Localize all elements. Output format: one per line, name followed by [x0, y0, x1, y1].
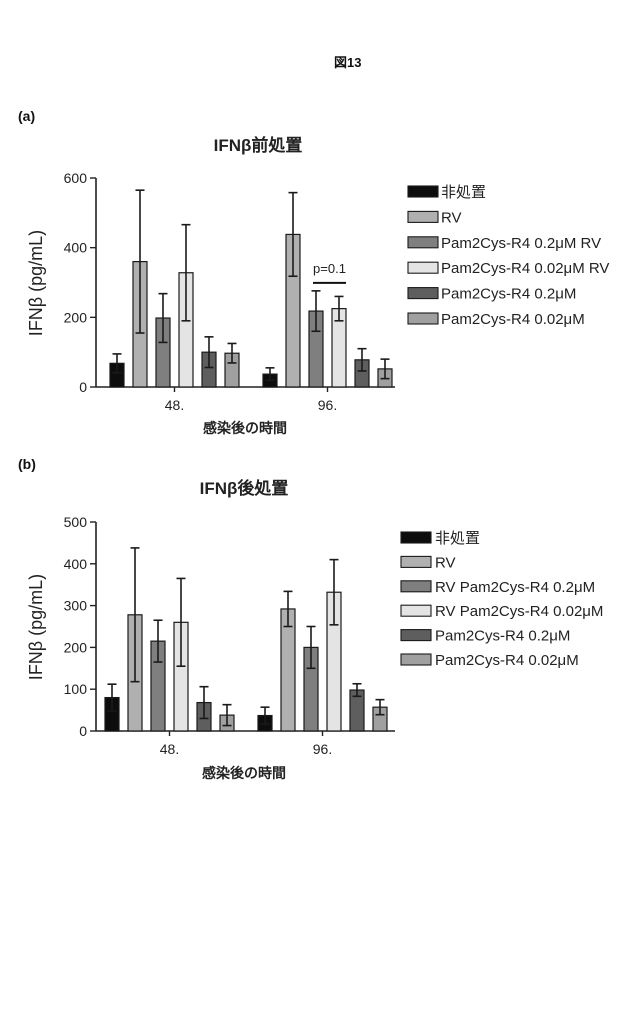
chart-title: IFNβ前処置 — [214, 135, 303, 155]
legend-label-0: 非処置 — [435, 530, 480, 547]
legend-label-5: Pam2Cys-R4 0.02μM — [441, 311, 585, 328]
y-tick-label: 300 — [64, 598, 88, 614]
legend-label-3: RV Pam2Cys-R4 0.02μM — [435, 603, 603, 620]
y-tick-label: 200 — [64, 309, 88, 325]
x-tick-label: 48. — [160, 741, 179, 757]
y-tick-label: 0 — [79, 723, 87, 739]
y-tick-label: 100 — [64, 681, 88, 697]
legend-swatch-0 — [401, 532, 431, 543]
legend-swatch-0 — [408, 186, 438, 197]
legend-swatch-5 — [408, 313, 438, 324]
legend-label-3: Pam2Cys-R4 0.02μM RV — [441, 260, 609, 277]
legend-label-4: Pam2Cys-R4 0.2μM — [435, 628, 570, 645]
legend-label-0: 非処置 — [441, 184, 486, 201]
legend-label-5: Pam2Cys-R4 0.02μM — [435, 652, 579, 669]
legend-swatch-1 — [408, 211, 438, 222]
legend-label-1: RV — [435, 554, 456, 571]
legend-label-1: RV — [441, 209, 462, 226]
y-tick-label: 600 — [64, 170, 88, 186]
chart-a: IFNβ前処置 IFNβ (pg/mL) 感染後の時間 0 200 400 600 48. 96… — [26, 135, 609, 436]
x-axis-label: 感染後の時間 — [202, 765, 286, 781]
y-axis-label: IFNβ (pg/mL) — [26, 230, 46, 336]
chart-b: IFNβ後処置 IFNβ (pg/mL) 感染後の時間 0 100 200 300 400 50… — [26, 478, 603, 781]
y-axis-label: IFNβ (pg/mL) — [26, 574, 46, 680]
legend-swatch-3 — [401, 605, 431, 616]
legend-label-4: Pam2Cys-R4 0.2μM — [441, 286, 576, 303]
legend-swatch-2 — [408, 237, 438, 248]
x-tick-label: 96. — [318, 397, 337, 413]
y-tick-label: 0 — [79, 379, 87, 395]
legend-swatch-5 — [401, 654, 431, 665]
y-tick-label: 400 — [64, 240, 88, 256]
x-tick-label: 96. — [313, 741, 332, 757]
x-axis-label: 感染後の時間 — [203, 420, 287, 436]
y-tick-label: 200 — [64, 639, 88, 655]
legend-label-2: RV Pam2Cys-R4 0.2μM — [435, 579, 595, 596]
legend-swatch-2 — [401, 581, 431, 592]
legend-swatch-3 — [408, 262, 438, 273]
significance-label: p=0.1 — [313, 261, 346, 276]
y-tick-label: 400 — [64, 556, 88, 572]
legend-label-2: Pam2Cys-R4 0.2μM RV — [441, 235, 601, 252]
chart-title: IFNβ後処置 — [200, 478, 289, 498]
legend-swatch-4 — [408, 288, 438, 299]
legend-swatch-4 — [401, 630, 431, 641]
legend-swatch-1 — [401, 556, 431, 567]
x-tick-label: 48. — [165, 397, 184, 413]
y-tick-label: 500 — [64, 514, 88, 530]
